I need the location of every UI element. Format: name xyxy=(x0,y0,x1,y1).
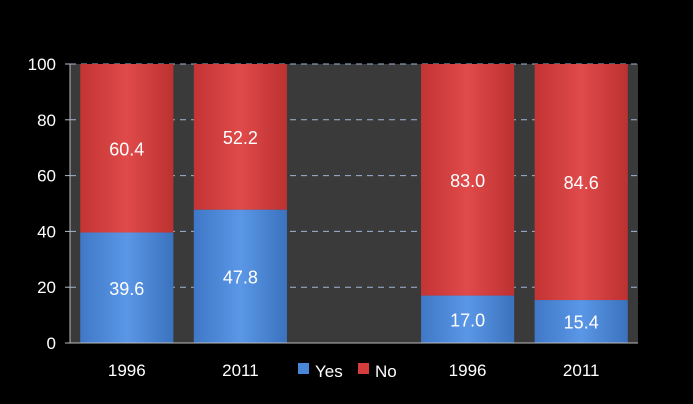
data-label: 47.8 xyxy=(223,267,258,287)
x-tick-label: 2011 xyxy=(563,361,600,380)
y-tick-label: 80 xyxy=(37,111,56,130)
x-axis-labels: 1996 2011 1996 2011 xyxy=(108,361,600,380)
data-label: 84.6 xyxy=(564,173,599,193)
data-label: 52.2 xyxy=(223,128,258,148)
bar-yes-0 xyxy=(80,232,174,343)
data-label: 17.0 xyxy=(450,310,485,330)
y-tick-label: 60 xyxy=(37,167,56,186)
x-tick-label: 2011 xyxy=(222,361,259,380)
data-label: 83.0 xyxy=(450,171,485,191)
bar-no-1 xyxy=(193,64,287,210)
y-tick-label: 40 xyxy=(37,222,56,241)
legend: Yes No xyxy=(298,362,397,381)
bar-no-4 xyxy=(534,64,628,301)
bar-no-0 xyxy=(80,64,174,233)
data-label: 39.6 xyxy=(109,279,144,299)
legend-swatch-yes xyxy=(298,363,309,374)
bars xyxy=(80,64,628,343)
data-label: 15.4 xyxy=(564,313,599,333)
bar-no-3 xyxy=(421,64,515,296)
y-tick-label: 20 xyxy=(37,278,56,297)
x-tick-label: 1996 xyxy=(449,361,487,380)
bar-yes-4 xyxy=(534,300,628,343)
y-tick-label: 0 xyxy=(47,334,56,353)
legend-swatch-no xyxy=(358,363,369,374)
data-label: 60.4 xyxy=(109,139,144,159)
data-labels: 39.6 60.4 47.8 52.2 17.0 83.0 15.4 84.6 xyxy=(109,128,598,333)
legend-label-no: No xyxy=(375,362,397,381)
bar-yes-1 xyxy=(193,209,287,343)
y-axis-ticks: 0 20 40 60 80 100 xyxy=(28,55,70,353)
y-tick-label: 100 xyxy=(28,55,56,74)
bar-yes-3 xyxy=(421,295,515,343)
legend-label-yes: Yes xyxy=(315,362,343,381)
x-tick-label: 1996 xyxy=(108,361,146,380)
